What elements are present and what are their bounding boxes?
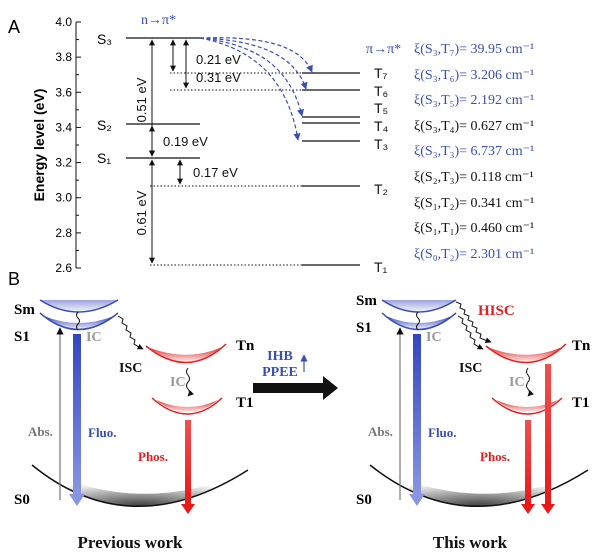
level-t3: T₃ bbox=[374, 136, 388, 152]
level-t7: T₇ bbox=[374, 65, 388, 81]
this-isc-label: ISC bbox=[459, 361, 482, 376]
prev-abs-label: Abs. bbox=[28, 424, 53, 439]
triplet-levels bbox=[302, 72, 360, 266]
panel-b-label: B bbox=[8, 269, 20, 289]
y-tick-label: 3.6 bbox=[55, 85, 72, 99]
soc-s3-t7: ξ(S₃,T₇)= 39.95 cm⁻¹ bbox=[414, 42, 534, 57]
soc-s1-t1: ξ(S₁,T₁)= 0.460 cm⁻¹ bbox=[414, 221, 534, 236]
gap-s2-s1: 0.19 eV bbox=[163, 134, 208, 149]
this-work-scheme bbox=[369, 299, 589, 514]
y-axis: 2.6 2.8 3.0 3.2 3.4 3.6 3.8 4.0 bbox=[55, 15, 81, 275]
this-sm-label: Sm bbox=[356, 293, 377, 309]
y-axis-label: Energy level (eV) bbox=[31, 89, 47, 202]
singlet-levels bbox=[126, 37, 200, 159]
y-tick-label: 3.4 bbox=[55, 120, 72, 134]
ihb-ppee-arrow bbox=[253, 354, 338, 400]
this-abs-label: Abs. bbox=[368, 424, 393, 439]
this-ic-label: IC bbox=[426, 330, 442, 345]
level-t2: T₂ bbox=[374, 181, 388, 197]
this-work-caption: This work bbox=[433, 533, 508, 552]
gap-s1-t2: 0.17 eV bbox=[193, 165, 238, 180]
prev-ic2-label: IC bbox=[170, 375, 186, 390]
hisc-curved-arrows bbox=[199, 37, 313, 141]
n-pi-label: n→π* bbox=[141, 13, 176, 28]
soc-s1-t2: ξ(S₁,T₂)= 0.341 cm⁻¹ bbox=[414, 196, 534, 211]
previous-work-scheme bbox=[31, 299, 249, 514]
prev-sm-label: Sm bbox=[14, 302, 35, 318]
prev-isc-label: ISC bbox=[119, 361, 142, 376]
previous-work-caption: Previous work bbox=[78, 533, 184, 552]
this-tn-label: Tn bbox=[572, 338, 591, 354]
prev-fluo-label: Fluo. bbox=[88, 425, 117, 440]
this-t1-label: T1 bbox=[572, 395, 590, 411]
ihb-label: IHB bbox=[267, 349, 293, 364]
soc-s3-t5: ξ(S₃,T₅)= 2.192 cm⁻¹ bbox=[414, 93, 534, 108]
prev-ic-label: IC bbox=[86, 330, 102, 345]
this-ic2-label: IC bbox=[509, 375, 525, 390]
gap-s3-t6: 0.31 eV bbox=[196, 70, 241, 85]
y-tick-label: 3.2 bbox=[55, 156, 72, 170]
soc-s3-t6: ξ(S₃,T₆)= 3.206 cm⁻¹ bbox=[414, 68, 534, 83]
soc-s0-t2: ξ(S₀,T₂)= 2.301 cm⁻¹ bbox=[414, 247, 534, 262]
y-tick-label: 3.8 bbox=[55, 50, 72, 64]
level-t1: T₁ bbox=[374, 259, 388, 275]
prev-s0-label: S0 bbox=[14, 492, 30, 508]
this-s1-label: S1 bbox=[356, 320, 372, 336]
y-tick-label: 2.6 bbox=[55, 261, 72, 275]
soc-s3-t3: ξ(S₃,T₃)= 6.737 cm⁻¹ bbox=[414, 144, 534, 159]
y-tick-label: 2.8 bbox=[55, 226, 72, 240]
level-s2: S₂ bbox=[97, 117, 112, 133]
this-fluo-label: Fluo. bbox=[428, 425, 457, 440]
this-s0-label: S0 bbox=[356, 492, 372, 508]
level-t5: T₅ bbox=[374, 100, 388, 116]
prev-phos-label: Phos. bbox=[138, 449, 168, 464]
prev-t1-label: T1 bbox=[236, 395, 254, 411]
pi-pi-label: π→π* bbox=[366, 42, 401, 57]
gap-s1-t1: 0.61 eV bbox=[134, 190, 149, 235]
level-s1: S₁ bbox=[97, 150, 111, 166]
soc-s2-t3: ξ(S₂,T₃)= 0.118 cm⁻¹ bbox=[414, 170, 534, 185]
ppee-label: PPEE bbox=[262, 365, 298, 380]
level-t4: T₄ bbox=[374, 118, 389, 134]
panel-a-label: A bbox=[8, 17, 20, 37]
this-phos-label: Phos. bbox=[480, 449, 510, 464]
reference-dotted-lines bbox=[150, 72, 302, 266]
gap-s3-s1: 0.51 eV bbox=[134, 77, 149, 122]
hisc-label: HISC bbox=[478, 303, 515, 319]
y-tick-label: 4.0 bbox=[55, 15, 72, 29]
gap-arrows bbox=[149, 39, 189, 264]
gap-s3-t7: 0.21 eV bbox=[196, 52, 241, 67]
y-tick-label: 3.0 bbox=[55, 191, 72, 205]
level-s3: S₃ bbox=[97, 31, 112, 47]
prev-tn-label: Tn bbox=[236, 338, 255, 354]
level-t6: T₆ bbox=[374, 83, 388, 99]
prev-s1-label: S1 bbox=[14, 329, 30, 345]
soc-s3-t4: ξ(S₃,T₄)= 0.627 cm⁻¹ bbox=[414, 119, 534, 134]
